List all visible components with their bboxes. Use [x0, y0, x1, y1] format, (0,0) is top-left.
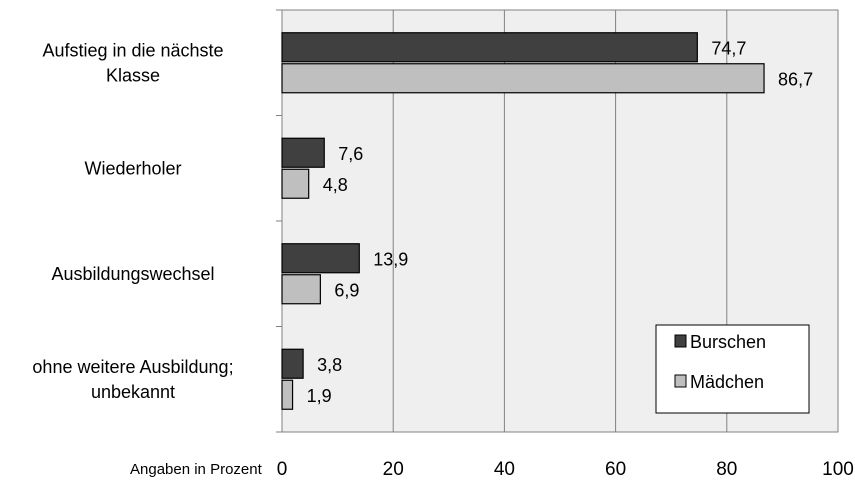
category-label: Wiederholer	[84, 158, 181, 178]
bar-burschen-2	[281, 243, 360, 274]
data-label: 3,8	[317, 355, 342, 375]
category-label: ohne weitere Ausbildung; unbekannt	[32, 357, 233, 402]
data-label: 74,7	[711, 38, 746, 58]
x-tick-label: 20	[383, 459, 404, 480]
category-labels: Aufstieg in die nächste Klasse Wiederholer…	[32, 40, 233, 402]
bar-mdchen-2	[281, 274, 321, 305]
x-tick-label: 40	[494, 459, 515, 480]
legend-label-maedchen: Mädchen	[690, 372, 764, 392]
bar-mdchen-0	[281, 63, 765, 94]
data-label: 6,9	[334, 280, 359, 300]
bar-burschen-0	[281, 32, 698, 63]
bar-mdchen-1	[281, 168, 310, 199]
data-label: 86,7	[778, 69, 813, 89]
category-axis	[276, 9, 283, 433]
x-tick-label: 60	[605, 459, 626, 480]
category-label: Ausbildungswechsel	[51, 264, 214, 284]
data-label: 4,8	[323, 175, 348, 195]
data-label: 1,9	[307, 386, 332, 406]
x-axis-label: Angaben in Prozent	[130, 461, 263, 478]
legend-swatch-burschen	[674, 334, 687, 348]
bar-burschen-1	[281, 137, 325, 168]
bars	[281, 32, 765, 410]
legend: Burschen Mädchen	[655, 324, 810, 414]
data-labels: 74,7 86,7 7,6 4,8 13,9 6,9 3,8 1,9	[307, 38, 814, 406]
x-tick-label: 0	[277, 459, 288, 480]
data-label: 13,9	[373, 249, 408, 269]
bar-mdchen-3	[281, 379, 294, 410]
x-tick-labels: 0 20 40 60 80 100	[277, 459, 854, 480]
bar-burschen-3	[281, 348, 304, 379]
data-label: 7,6	[338, 144, 363, 164]
x-tick-label: 80	[716, 459, 737, 480]
legend-label-burschen: Burschen	[690, 332, 766, 352]
x-tick-label: 100	[822, 459, 854, 480]
category-label: Aufstieg in die nächste Klasse	[42, 40, 223, 85]
legend-swatch-maedchen	[674, 374, 687, 388]
